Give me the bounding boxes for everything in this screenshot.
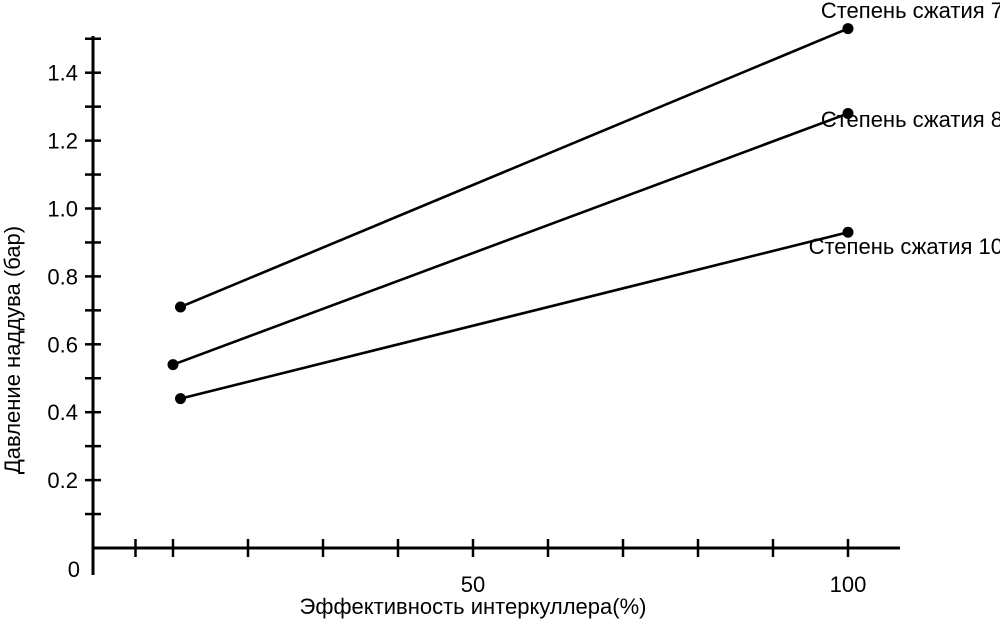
series-label: Степень сжатия 7 — [821, 0, 1000, 23]
y-tick-label: 1.2 — [47, 129, 78, 154]
y-tick-label: 1.0 — [47, 197, 78, 222]
x-tick-label: 100 — [830, 572, 867, 597]
y-tick-label: 0.4 — [47, 400, 78, 425]
axes: 0.2 0.4 0.6 0.8 1.0 1.2 1.4 0 50 100 — [47, 36, 900, 597]
series-layer: Степень сжатия 7 Степень сжатия 8 Степень … — [167, 0, 1000, 405]
y-tick-label: 0.8 — [47, 264, 78, 289]
y-axis-label: Давление наддува (бар) — [0, 226, 25, 474]
x-axis-label: Эффективность интеркуллера(%) — [300, 594, 647, 619]
data-point — [175, 393, 186, 405]
data-point — [842, 226, 854, 238]
y-tick-label: 0.2 — [47, 468, 78, 493]
series-label: Степень сжатия 10 — [809, 234, 1000, 259]
y-tick-label: 1.4 — [47, 61, 78, 86]
data-point — [175, 301, 186, 313]
origin-label: 0 — [68, 557, 80, 582]
data-point — [167, 359, 179, 371]
x-tick-label: 50 — [461, 572, 485, 597]
data-point — [842, 107, 854, 119]
series-line — [179, 27, 849, 309]
series-line — [172, 112, 849, 366]
y-tick-label: 0.6 — [47, 332, 78, 357]
data-point — [842, 23, 854, 35]
series-line — [180, 231, 849, 400]
series-label: Степень сжатия 8 — [821, 107, 1000, 132]
